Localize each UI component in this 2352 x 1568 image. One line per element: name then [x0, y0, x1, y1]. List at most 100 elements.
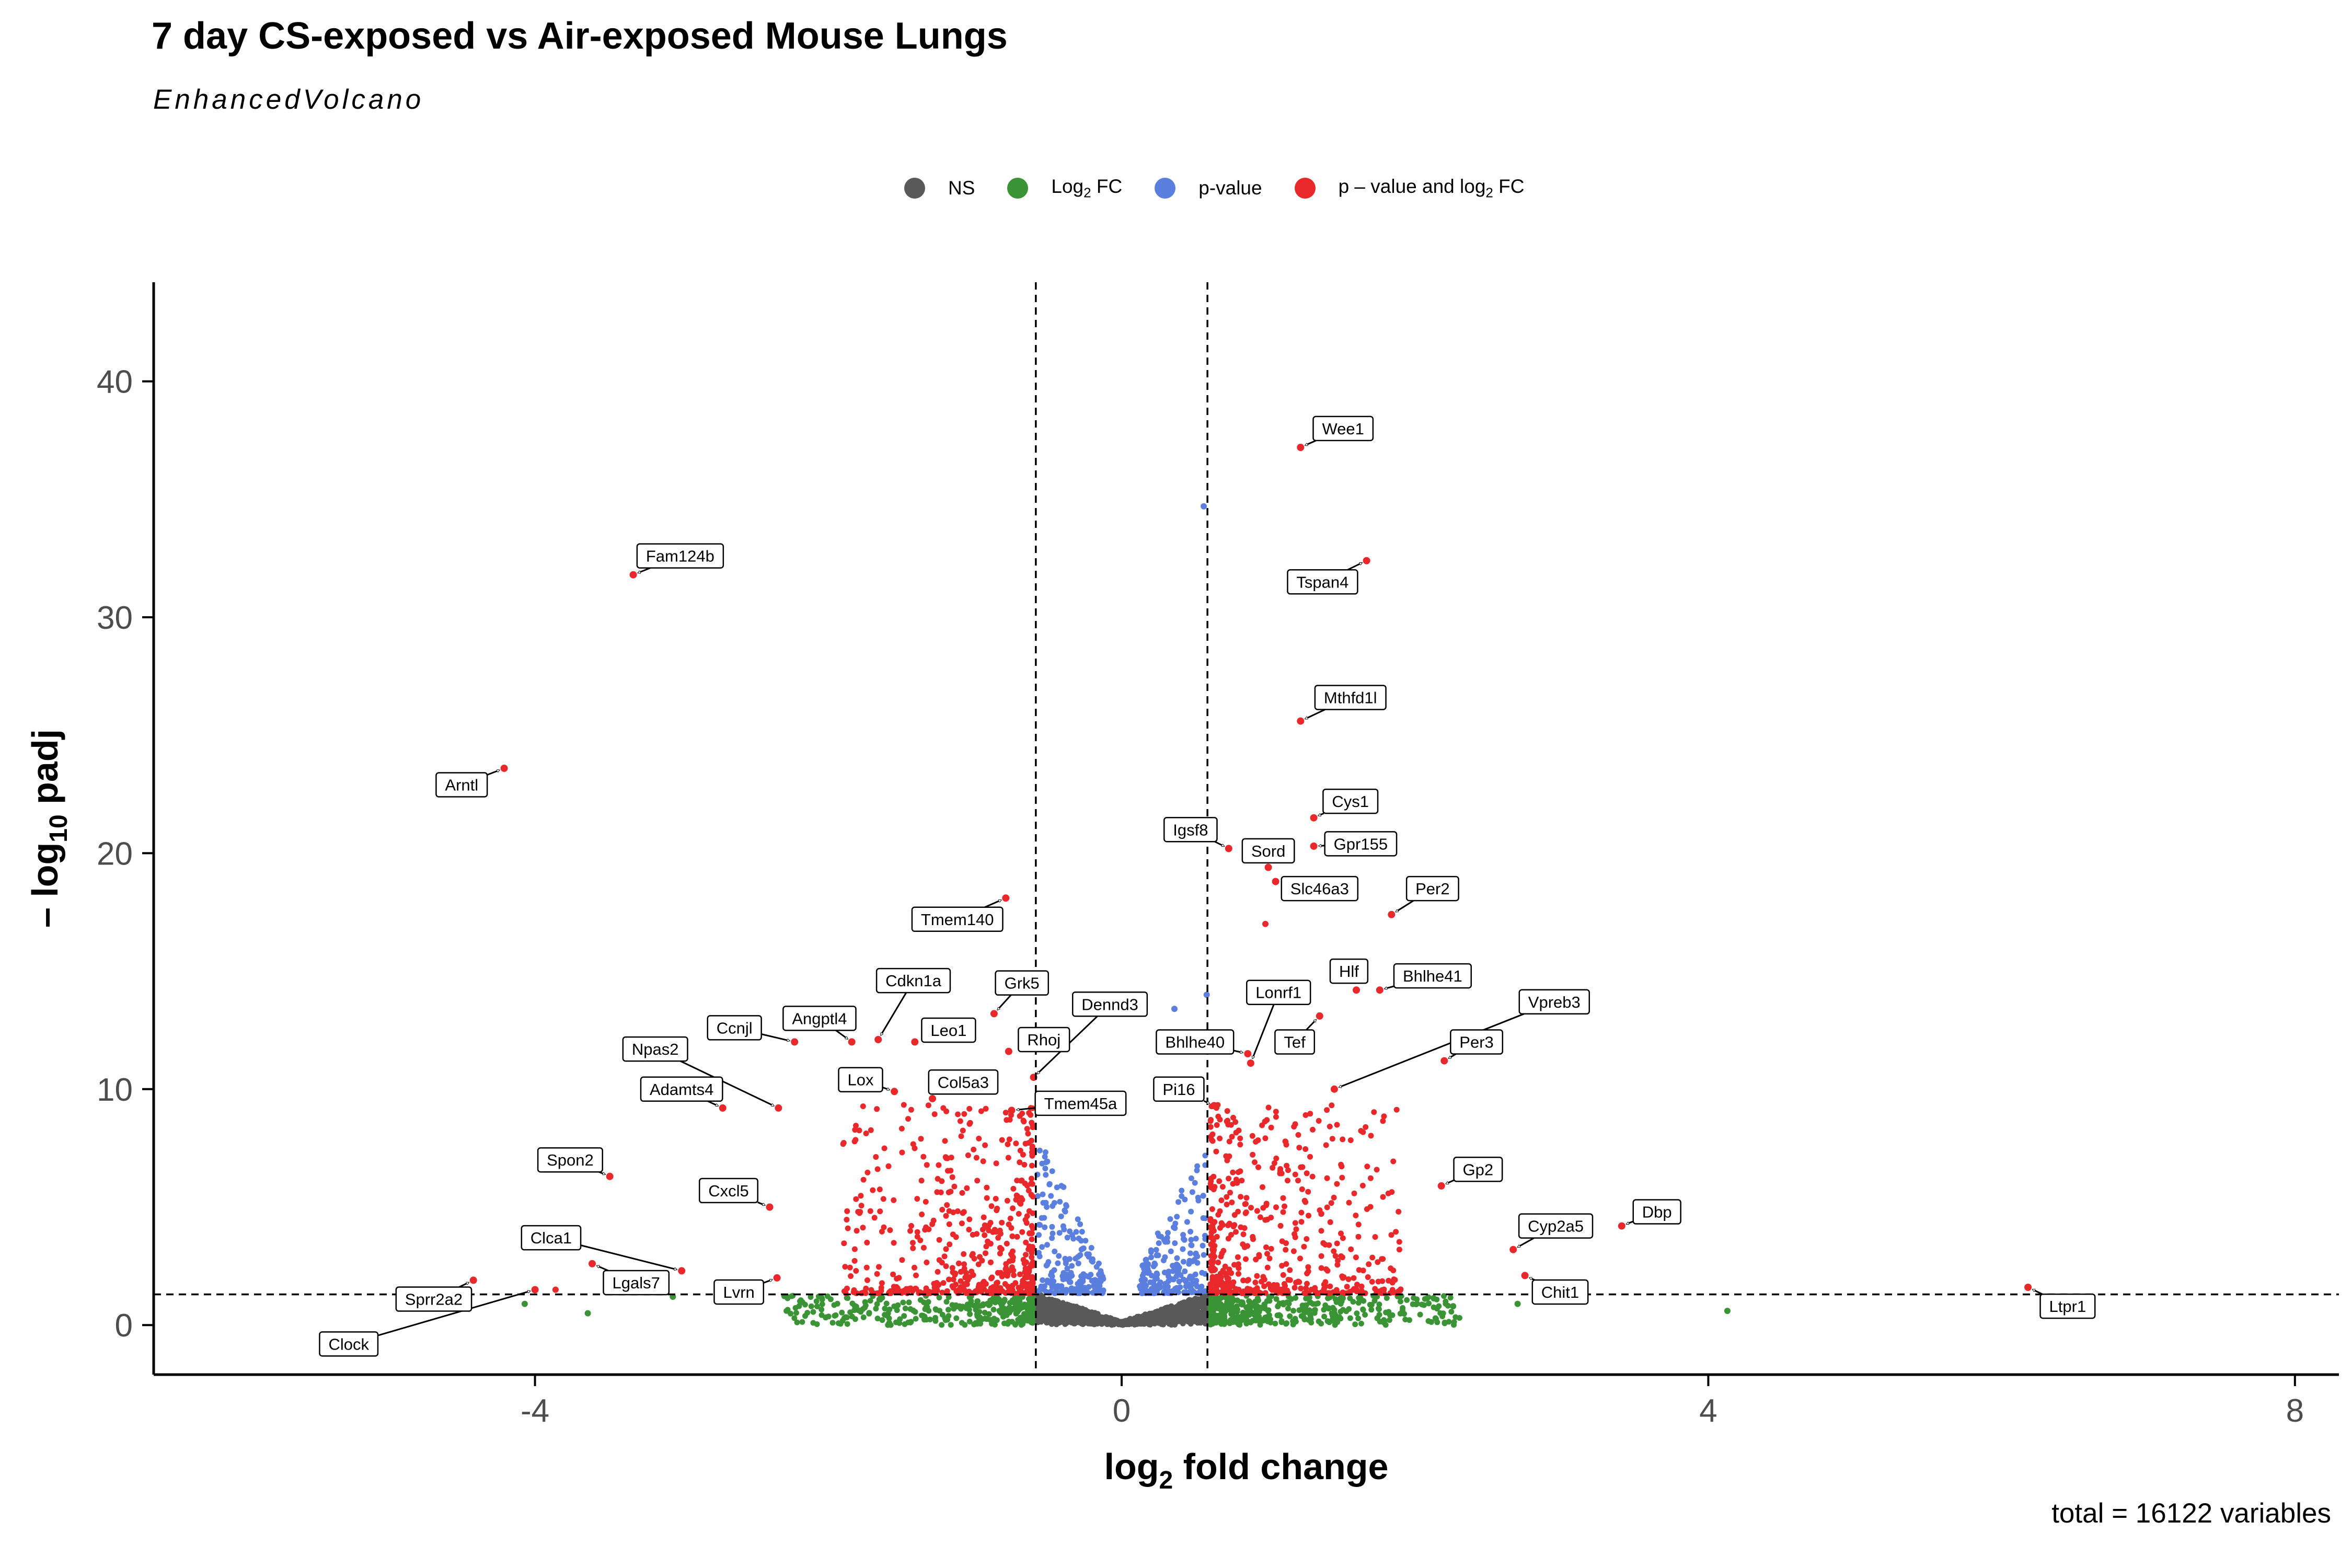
- data-point: [958, 1278, 964, 1284]
- data-point: [978, 1289, 985, 1295]
- data-point: [880, 1196, 886, 1202]
- data-point: [868, 1127, 874, 1133]
- data-point: [1225, 1289, 1231, 1295]
- data-point: [1029, 1144, 1035, 1149]
- labeled-gene-point: [1437, 1182, 1445, 1190]
- data-point: [1193, 1236, 1199, 1242]
- data-point: [1208, 1117, 1214, 1123]
- data-point: [1340, 1289, 1346, 1296]
- gene-label-text: Dbp: [1642, 1203, 1672, 1221]
- legend-dot-pvalue-and-log2fc: [1294, 177, 1316, 199]
- data-point: [1254, 1208, 1260, 1214]
- data-point: [944, 1317, 951, 1323]
- data-point: [1375, 1278, 1381, 1285]
- data-point: [1017, 1159, 1023, 1166]
- data-point: [1298, 1285, 1304, 1292]
- data-point: [1046, 1301, 1053, 1308]
- data-point: [1079, 1229, 1085, 1235]
- data-point: [863, 1264, 870, 1271]
- data-point: [966, 1216, 973, 1223]
- data-point: [1246, 1298, 1252, 1304]
- label-connector: [1519, 1237, 1535, 1246]
- data-point: [976, 1316, 982, 1322]
- data-point: [940, 1280, 947, 1286]
- data-point: [1271, 1160, 1277, 1166]
- data-point: [867, 1208, 873, 1214]
- data-point: [1287, 1267, 1293, 1273]
- data-point: [1353, 1254, 1359, 1261]
- data-point: [959, 1220, 965, 1227]
- data-point: [864, 1169, 871, 1175]
- label-connector: [882, 1086, 887, 1089]
- data-point: [1020, 1151, 1026, 1158]
- gene-label-box: [698, 1178, 758, 1204]
- gene-label-box: [319, 1331, 379, 1357]
- data-point: [1207, 1234, 1214, 1240]
- data-point: [1327, 1123, 1333, 1129]
- data-point: [1028, 1112, 1034, 1118]
- data-point: [1036, 1318, 1042, 1324]
- data-point: [1362, 1312, 1368, 1318]
- data-point: [1216, 1313, 1222, 1319]
- gene-label-text: Cdkn1a: [885, 972, 942, 990]
- data-point: [939, 1311, 946, 1318]
- gene-label-box: [713, 1279, 765, 1305]
- data-point: [1042, 1166, 1048, 1172]
- data-point: [963, 1270, 969, 1276]
- data-point: [1338, 1161, 1344, 1168]
- gene-label-box: [1324, 831, 1398, 857]
- gene-label-text: Per2: [1415, 880, 1449, 898]
- data-point: [1257, 1322, 1263, 1328]
- data-point: [1139, 1285, 1145, 1291]
- labeled-gene-point: [1388, 910, 1396, 918]
- data-point: [1264, 1318, 1271, 1324]
- data-point: [1236, 1271, 1241, 1277]
- data-point: [1304, 1170, 1310, 1177]
- data-point: [1029, 1319, 1035, 1325]
- data-point: [1100, 1273, 1105, 1279]
- data-point: [941, 1253, 948, 1260]
- data-point: [970, 1231, 976, 1238]
- data-point: [1340, 1235, 1346, 1241]
- data-point: [1001, 1320, 1007, 1327]
- gene-label-text: Lvrn: [723, 1283, 754, 1301]
- data-point: [971, 1321, 977, 1328]
- data-point: [853, 1268, 859, 1274]
- data-point: [958, 1284, 964, 1290]
- data-point: [943, 1299, 950, 1305]
- gene-label-text: Gpr155: [1334, 835, 1388, 853]
- data-point: [1360, 1267, 1366, 1274]
- data-point: [1344, 1284, 1350, 1290]
- data-point: [1021, 1161, 1028, 1168]
- data-point: [914, 1196, 920, 1202]
- data-point: [1055, 1260, 1061, 1266]
- labeled-gene-point: [891, 1088, 898, 1096]
- data-point: [1052, 1290, 1057, 1296]
- data-point: [950, 1276, 956, 1283]
- data-point: [1359, 1182, 1366, 1189]
- data-point: [940, 1105, 947, 1111]
- data-point: [1360, 1307, 1366, 1313]
- data-point: [953, 1315, 960, 1321]
- data-point: [1295, 1178, 1301, 1184]
- data-point: [1054, 1284, 1060, 1290]
- gene-label-box: [1518, 1213, 1594, 1239]
- data-point: [866, 1310, 872, 1317]
- gene-label-box: [1393, 963, 1472, 989]
- data-point: [1046, 1181, 1053, 1187]
- data-point: [1450, 1303, 1457, 1310]
- data-point: [1227, 1190, 1233, 1196]
- data-point: [1226, 1153, 1232, 1159]
- gene-label-text: Arntl: [445, 776, 478, 794]
- data-point: [1411, 1295, 1417, 1301]
- data-point: [936, 1295, 942, 1301]
- data-point: [819, 1296, 825, 1302]
- data-point: [932, 1318, 939, 1324]
- data-point: [1064, 1271, 1070, 1277]
- data-point: [939, 1322, 945, 1328]
- data-point: [891, 1288, 897, 1295]
- data-point: [873, 1306, 879, 1312]
- data-point: [1229, 1283, 1236, 1289]
- data-point: [999, 1304, 1005, 1310]
- data-point: [1273, 1155, 1279, 1161]
